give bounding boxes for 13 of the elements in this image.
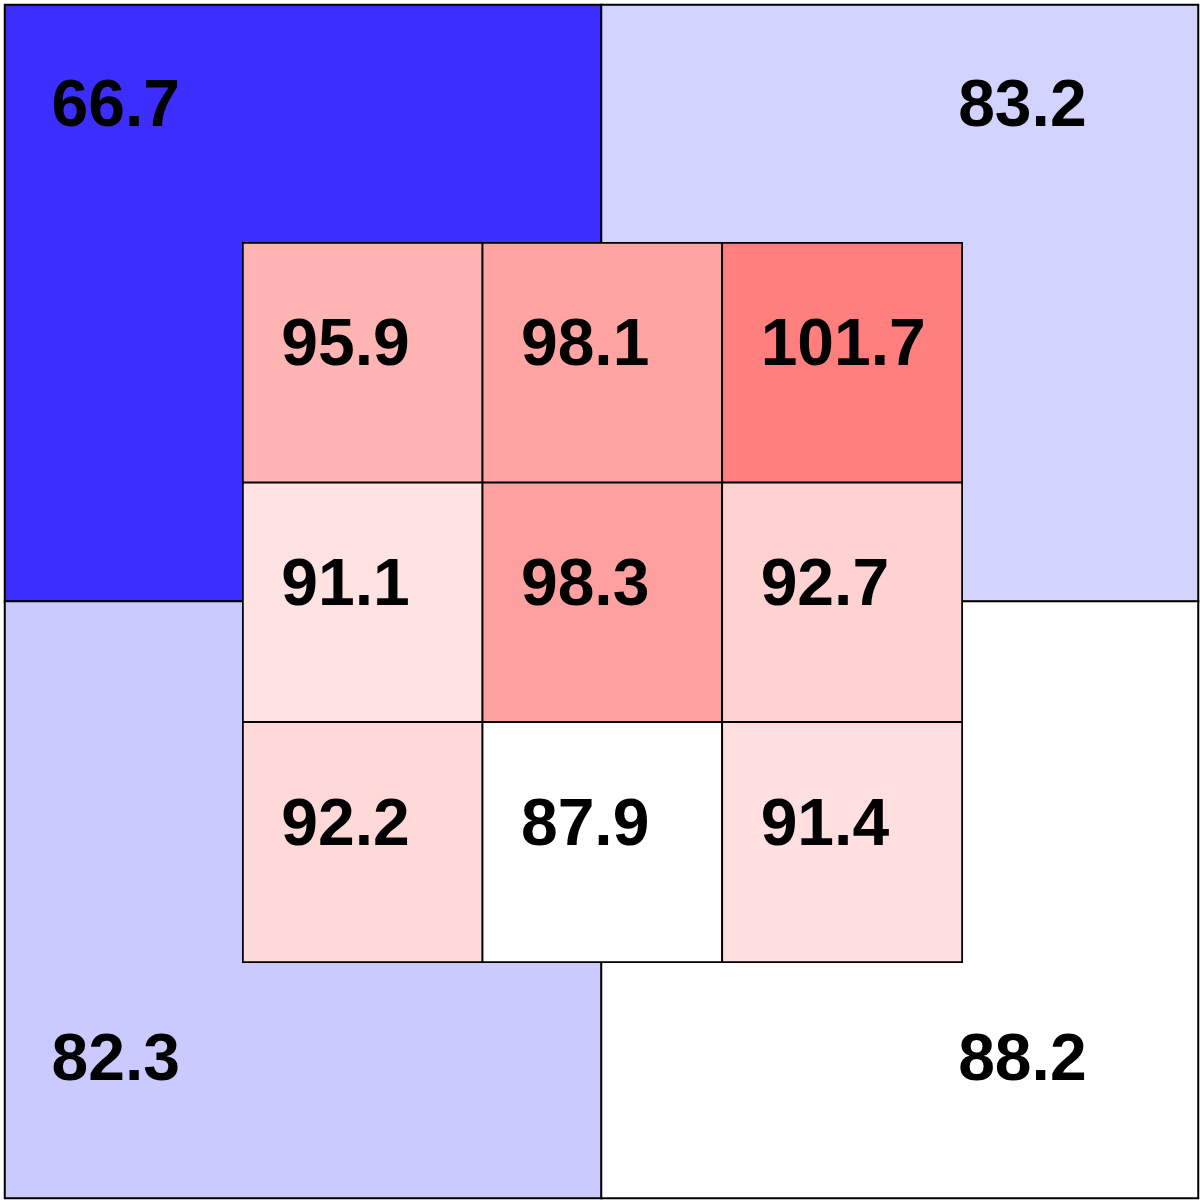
data-label: 88.2: [958, 1019, 1087, 1094]
data-label: 95.9: [281, 305, 410, 380]
data-label: 91.4: [760, 784, 890, 859]
data-label: 98.1: [520, 305, 650, 380]
data-label: 101.7: [760, 305, 926, 380]
data-label: 98.3: [520, 545, 650, 620]
data-label: 82.3: [51, 1019, 180, 1094]
data-label: 92.7: [760, 545, 890, 620]
data-label: 92.2: [281, 784, 410, 859]
data-label: 66.7: [51, 66, 180, 141]
data-label: 87.9: [520, 784, 650, 859]
data-label: 91.1: [281, 545, 410, 620]
data-label: 83.2: [958, 66, 1087, 141]
